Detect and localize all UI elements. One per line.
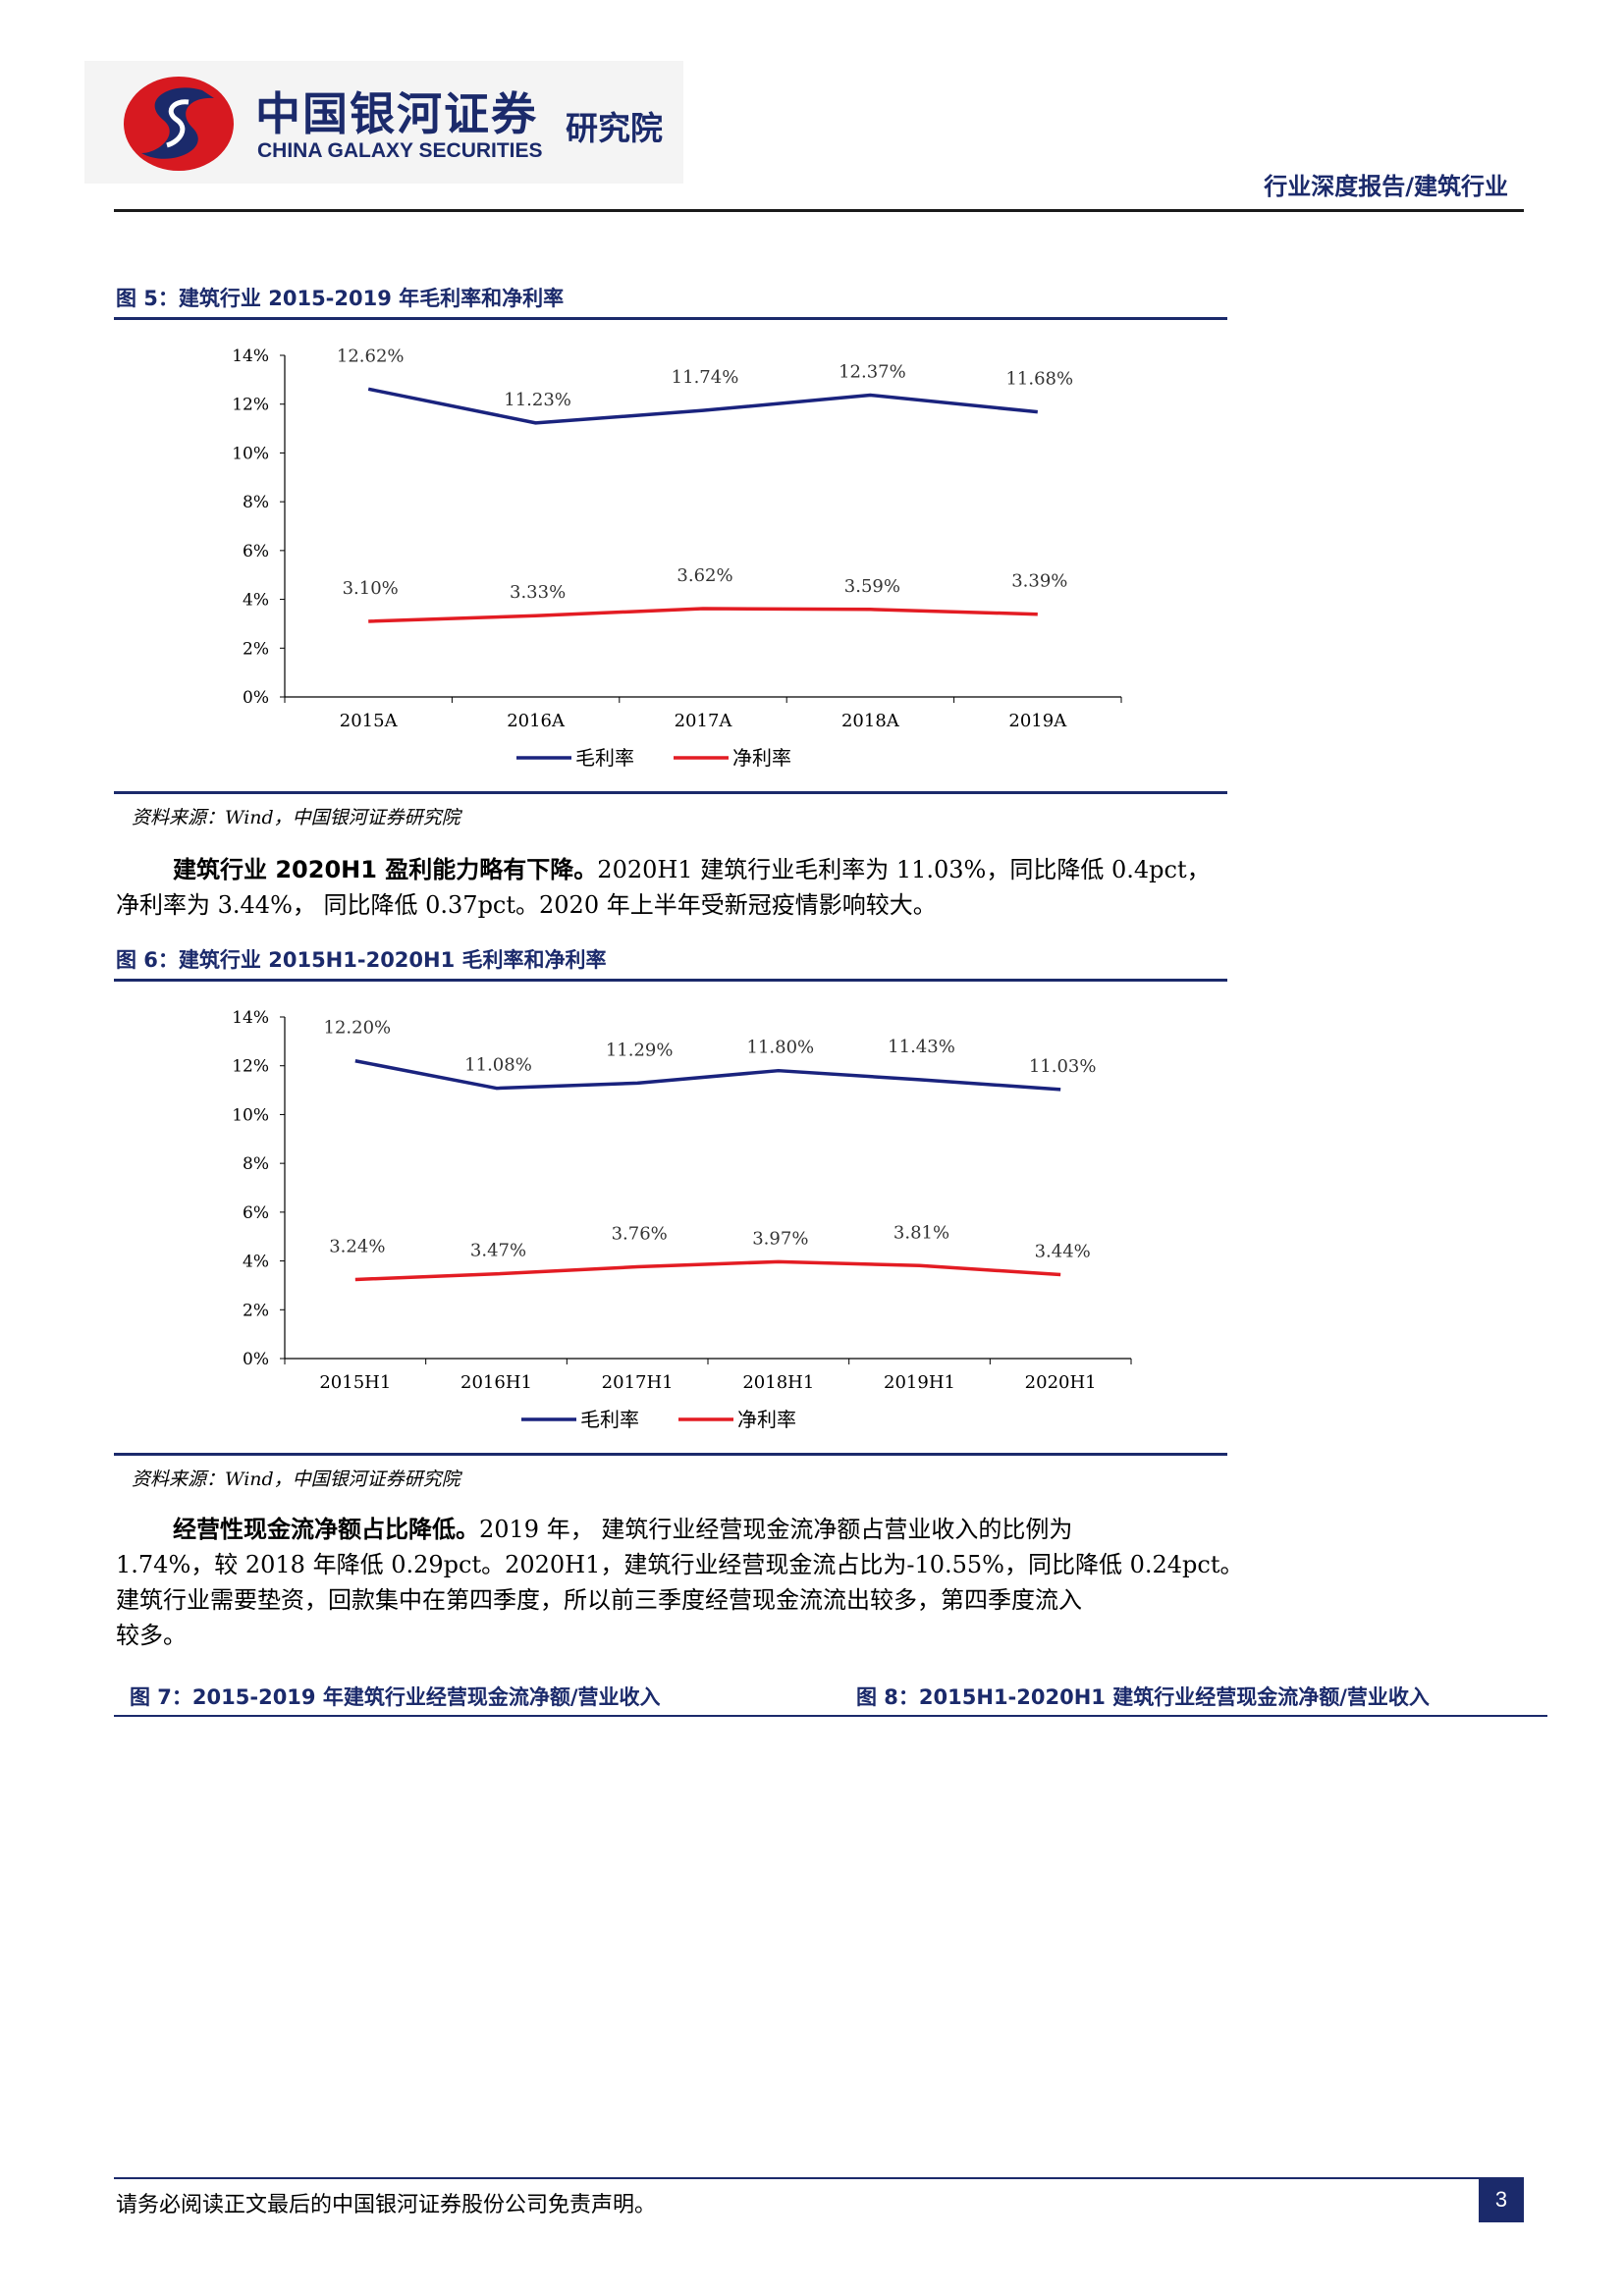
figures-7-8-rule	[114, 1715, 1547, 1717]
data-label: 11.08%	[464, 1055, 532, 1076]
data-label: 11.74%	[672, 367, 739, 388]
y-tick-label: 10%	[232, 444, 269, 463]
figure-5-source: 资料来源：Wind，中国银河证券研究院	[132, 807, 460, 828]
data-label: 3.59%	[844, 576, 900, 597]
y-tick-label: 8%	[243, 493, 269, 512]
x-tick-label: 2016A	[507, 711, 566, 731]
x-tick-label: 2016H1	[460, 1372, 532, 1393]
data-label: 3.39%	[1011, 571, 1067, 592]
legend-label: 净利率	[737, 1408, 796, 1431]
galaxy-logo-icon	[124, 77, 234, 171]
data-label: 11.03%	[1029, 1056, 1097, 1077]
header-divider	[114, 209, 1524, 212]
logo-text-cn: 中国银河证券	[255, 87, 538, 140]
data-label: 12.37%	[839, 362, 906, 383]
series-line-gross-margin	[354, 1059, 1061, 1092]
logo-suffix: 研究院	[566, 109, 663, 147]
logo-text-en: CHINA GALAXY SECURITIES	[257, 139, 543, 162]
paragraph-line: 2020H1 建筑行业毛利率为 11.03%，同比降低 0.4pct，	[597, 856, 1211, 883]
report-tag: 行业深度报告/建筑行业	[1264, 173, 1508, 200]
figure-5-top-rule	[114, 317, 1227, 320]
series-line-net-margin	[368, 607, 1038, 623]
figure-6-title: 图 6：建筑行业 2015H1-2020H1 毛利率和净利率	[116, 948, 607, 972]
data-label: 11.80%	[747, 1038, 815, 1058]
x-tick-label: 2017H1	[602, 1372, 674, 1393]
legend-label: 毛利率	[575, 746, 634, 770]
data-label: 3.33%	[510, 582, 566, 603]
y-tick-label: 6%	[243, 1203, 269, 1223]
figure-5-chart: 0% 2% 4% 6% 8% 10% 12% 14% 2015A 2016A 2017A 2018A 2…	[232, 346, 1122, 770]
data-label: 12.20%	[324, 1018, 392, 1039]
paragraph-line: 1.74%，较 2018 年降低 0.29pct。2020H1，建筑行业经营现金…	[116, 1551, 1244, 1578]
data-label: 11.23%	[504, 390, 571, 410]
x-tick-label: 2019H1	[884, 1372, 955, 1393]
legend-label: 毛利率	[580, 1408, 639, 1431]
series-line-net-margin	[354, 1259, 1061, 1282]
x-tick-label: 2020H1	[1025, 1372, 1097, 1393]
y-tick-label: 10%	[232, 1105, 269, 1125]
data-label: 3.10%	[343, 578, 399, 599]
paragraph-line: 建筑行业需要垫资，回款集中在第四季度，所以前三季度经营现金流流出较多，第四季度流…	[116, 1586, 1082, 1614]
data-label: 3.97%	[752, 1228, 808, 1249]
footer-divider	[114, 2177, 1524, 2179]
data-label: 12.62%	[337, 346, 405, 366]
x-tick-label: 2015H1	[319, 1372, 391, 1393]
paragraph-profitability: 建筑行业 2020H1 盈利能力略有下降。2020H1 建筑行业毛利率为 11.…	[116, 852, 1235, 923]
data-label: 3.44%	[1035, 1241, 1091, 1261]
x-tick-label: 2018H1	[742, 1372, 814, 1393]
figure-6-top-rule	[114, 979, 1227, 982]
y-tick-label: 2%	[243, 1301, 269, 1320]
y-tick-label: 14%	[232, 347, 269, 366]
paragraph-line: 2019 年， 建筑行业经营现金流净额占营业收入的比例为	[479, 1516, 1073, 1543]
data-label: 3.81%	[893, 1222, 949, 1243]
data-label: 3.47%	[470, 1241, 526, 1261]
y-tick-label: 6%	[243, 542, 269, 561]
y-tick-label: 12%	[232, 1057, 269, 1077]
page-number: 3	[1479, 2177, 1524, 2222]
y-tick-label: 12%	[232, 396, 269, 415]
figure-5-bottom-rule	[114, 791, 1227, 794]
data-label: 3.62%	[677, 565, 732, 586]
x-tick-label: 2017A	[675, 711, 733, 731]
figure-5-title: 图 5：建筑行业 2015-2019 年毛利率和净利率	[116, 287, 565, 310]
legend-label: 净利率	[732, 746, 791, 770]
x-tick-label: 2018A	[841, 711, 900, 731]
paragraph-lead: 建筑行业 2020H1 盈利能力略有下降。	[173, 856, 598, 883]
x-tick-label: 2019A	[1008, 711, 1067, 731]
data-label: 11.68%	[1005, 369, 1073, 390]
paragraph-cashflow: 经营性现金流净额占比降低。2019 年， 建筑行业经营现金流净额占营业收入的比例…	[116, 1512, 1244, 1653]
figure-6-chart: 0% 2% 4% 6% 8% 10% 12% 14% 2015H1 2016H1 2017H1 201…	[232, 1008, 1132, 1431]
paragraph-lead: 经营性现金流净额占比降低。	[173, 1516, 479, 1543]
y-tick-label: 14%	[232, 1008, 269, 1028]
data-label: 3.24%	[329, 1236, 385, 1256]
y-tick-label: 2%	[243, 639, 269, 659]
paragraph-line: 净利率为 3.44%， 同比降低 0.37pct。2020 年上半年受新冠疫情影…	[116, 891, 937, 919]
data-label: 3.76%	[612, 1224, 668, 1245]
figure-7-title: 图 7：2015-2019 年建筑行业经营现金流净额/营业收入	[130, 1685, 661, 1709]
figure-8-title: 图 8：2015H1-2020H1 建筑行业经营现金流净额/营业收入	[856, 1685, 1430, 1709]
y-tick-label: 4%	[243, 1253, 269, 1272]
data-label: 11.29%	[606, 1040, 674, 1060]
y-tick-label: 8%	[243, 1154, 269, 1174]
y-tick-label: 4%	[243, 591, 269, 611]
figure-6-source: 资料来源：Wind，中国银河证券研究院	[132, 1468, 460, 1490]
y-tick-label: 0%	[243, 1350, 269, 1369]
x-tick-label: 2015A	[340, 711, 399, 731]
paragraph-line: 较多。	[116, 1622, 187, 1649]
series-line-gross-margin	[367, 387, 1038, 425]
footer-disclaimer: 请务必阅读正文最后的中国银河证券股份公司免责声明。	[116, 2193, 657, 2217]
figure-6-bottom-rule	[114, 1453, 1227, 1456]
y-tick-label: 0%	[243, 688, 269, 708]
data-label: 11.43%	[888, 1037, 955, 1057]
